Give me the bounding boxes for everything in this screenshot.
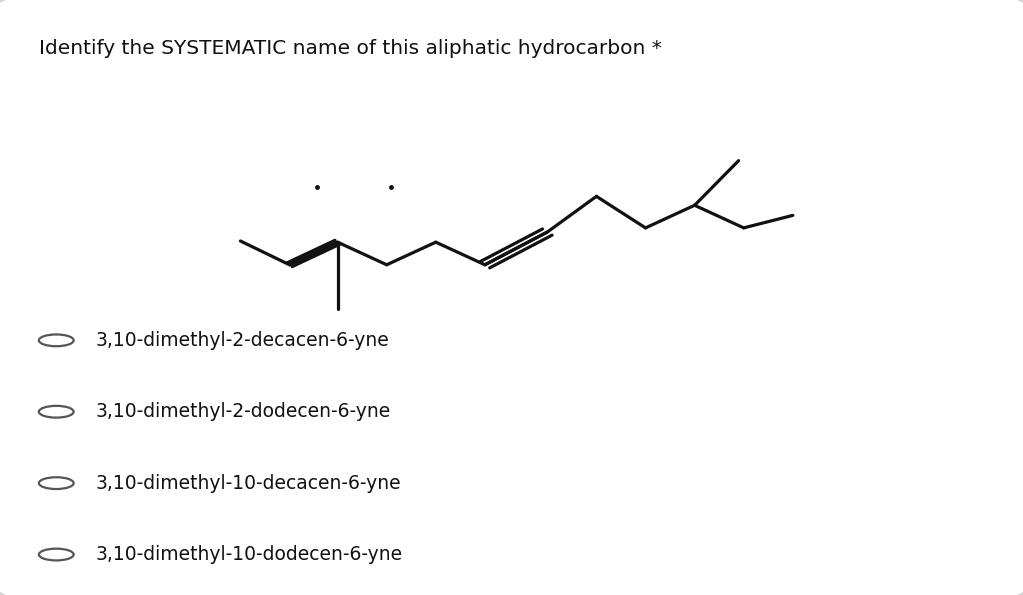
Text: 3,10-dimethyl-10-dodecen-6-yne: 3,10-dimethyl-10-dodecen-6-yne [95,545,402,564]
Text: Identify the SYSTEMATIC name of this aliphatic hydrocarbon *: Identify the SYSTEMATIC name of this ali… [39,39,662,58]
Text: 3,10-dimethyl-2-dodecen-6-yne: 3,10-dimethyl-2-dodecen-6-yne [95,402,391,421]
Text: 3,10-dimethyl-10-decacen-6-yne: 3,10-dimethyl-10-decacen-6-yne [95,474,401,493]
Text: 3,10-dimethyl-2-decacen-6-yne: 3,10-dimethyl-2-decacen-6-yne [95,331,389,350]
